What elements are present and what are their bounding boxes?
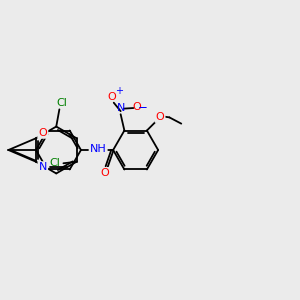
Text: O: O: [132, 102, 141, 112]
Text: O: O: [100, 168, 109, 178]
Text: O: O: [156, 112, 164, 122]
Text: −: −: [138, 101, 148, 114]
Text: N: N: [39, 162, 47, 172]
Text: Cl: Cl: [56, 98, 67, 107]
Text: +: +: [115, 86, 123, 96]
Text: NH: NH: [90, 144, 106, 154]
Text: O: O: [38, 128, 47, 138]
Text: N: N: [116, 103, 125, 113]
Text: Cl: Cl: [49, 158, 60, 168]
Text: O: O: [108, 92, 117, 102]
